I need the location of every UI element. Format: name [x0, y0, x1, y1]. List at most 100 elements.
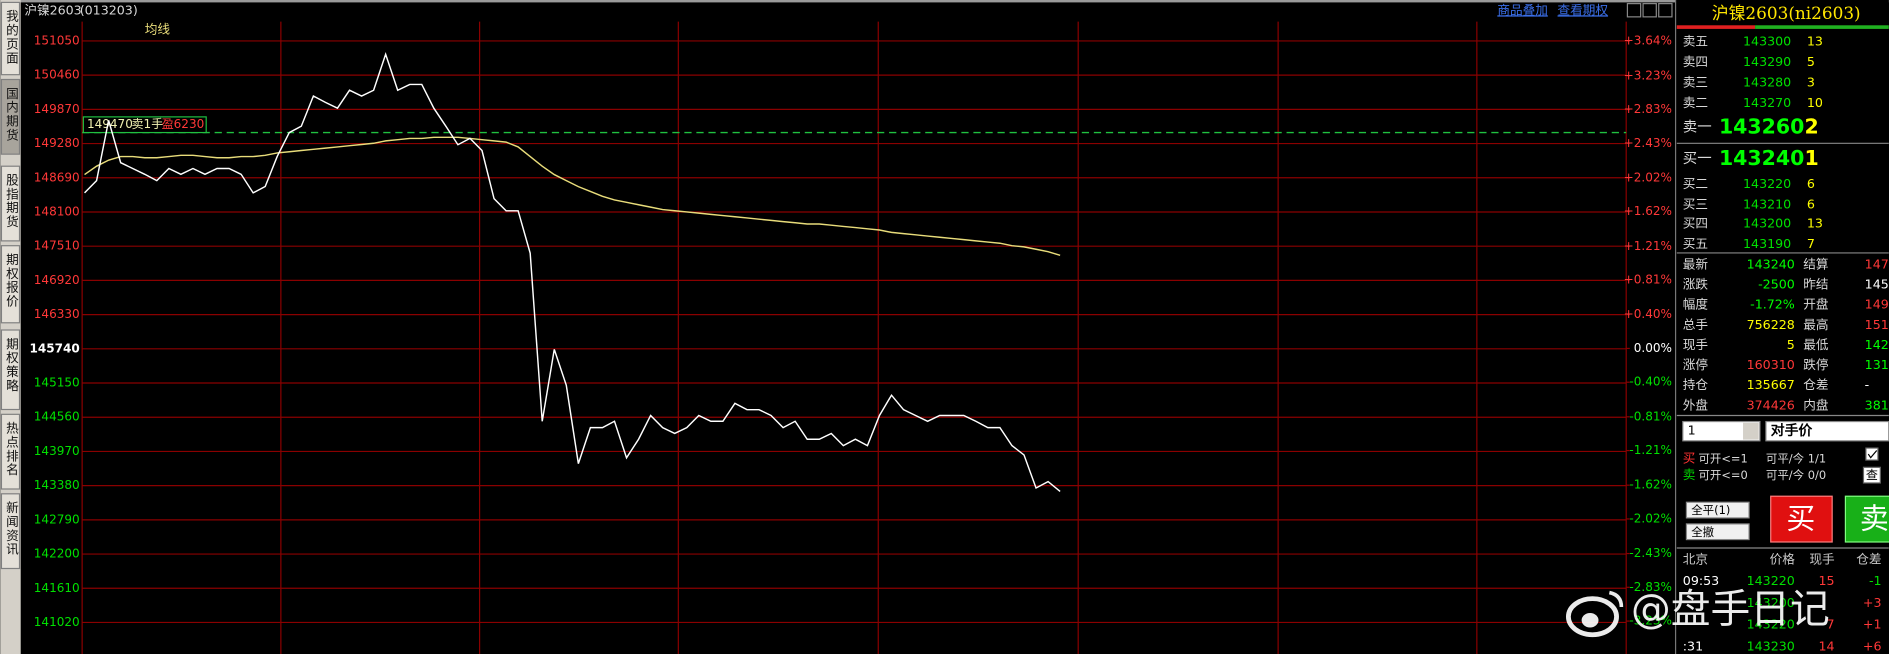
title-bar: [1676, 25, 1756, 29]
trade-header: 价格: [1770, 552, 1796, 567]
y-tick-label: 144560: [34, 410, 80, 424]
buy-button[interactable]: [1770, 495, 1833, 543]
stat-label: 开盘: [1803, 297, 1829, 312]
side-tab-label: 期权策略: [4, 337, 19, 392]
book-price: 143260: [1719, 115, 1804, 139]
sell-button-label: 卖: [1860, 501, 1889, 535]
trade-volume: 14: [1818, 638, 1834, 653]
watermark-logo: [1581, 613, 1599, 628]
watermark-logo: [1565, 596, 1619, 638]
price-type: 对手价: [1771, 422, 1813, 439]
y-tick-label: 141610: [34, 581, 80, 595]
side-tab-label: 热点排名: [4, 422, 19, 477]
quantity-input[interactable]: [1682, 420, 1761, 442]
overlay-link[interactable]: 商品叠加: [1497, 2, 1548, 17]
window-button[interactable]: [1626, 3, 1642, 18]
book-volume: 13: [1807, 34, 1823, 49]
stat-label: 涨停: [1683, 357, 1708, 372]
sell-side: 卖: [1683, 467, 1696, 482]
window-button[interactable]: [1642, 3, 1657, 18]
y2-tick-label: -2.43%: [1629, 546, 1672, 560]
options-link[interactable]: 查看期权: [1558, 2, 1609, 17]
stat-value: 145: [1865, 277, 1889, 292]
stat-label: 仓差: [1803, 377, 1828, 392]
watermark-text: @盘手日记: [1631, 586, 1830, 632]
y-tick-label: 145150: [34, 376, 80, 390]
book-price: 143270: [1743, 95, 1791, 110]
book-volume: 1: [1804, 146, 1818, 170]
trade-header: 仓差: [1856, 552, 1881, 567]
query-label: 查: [1866, 468, 1878, 482]
book-price: 143200: [1743, 216, 1791, 231]
cancel-all-label: 全撤: [1691, 525, 1714, 539]
stat-label: 结算: [1803, 256, 1828, 271]
stat-label: 现手: [1683, 337, 1709, 352]
stat-value: 149: [1865, 297, 1889, 312]
title-bar: [1755, 25, 1889, 29]
cancel-all-button[interactable]: [1685, 523, 1750, 541]
y-tick-label: 149870: [34, 102, 80, 116]
y-tick-label: 150460: [34, 68, 80, 82]
y2-tick-label: -2.02%: [1629, 511, 1672, 525]
sell-button[interactable]: [1844, 495, 1889, 543]
stat-value: 756228: [1747, 317, 1795, 332]
side-tab[interactable]: [0, 165, 21, 242]
side-tab-strip: [0, 0, 21, 654]
book-label: 卖五: [1683, 34, 1708, 49]
trade-price: 143230: [1747, 638, 1795, 653]
stat-label: 外盘: [1683, 397, 1709, 412]
checkbox[interactable]: [1865, 447, 1879, 461]
trade-change: -1: [1869, 573, 1882, 588]
y2-tick-label: -1.62%: [1629, 478, 1672, 492]
y2-tick-label: -0.40%: [1629, 375, 1672, 389]
trade-change: +3: [1863, 595, 1882, 610]
book-volume: 3: [1807, 75, 1815, 90]
side-tab[interactable]: [0, 1, 21, 76]
watermark: @盘手日记: [1565, 586, 1830, 638]
book-volume: 2: [1804, 115, 1818, 139]
side-tab-label: 股指期货: [4, 173, 19, 228]
stat-value: -2500: [1758, 277, 1795, 292]
trade-header: 现手: [1809, 552, 1835, 567]
side-tab[interactable]: [0, 78, 21, 155]
side-tab[interactable]: [0, 493, 21, 570]
side-tab[interactable]: [0, 245, 21, 324]
ma-label: 均线: [145, 22, 171, 37]
stat-value: 5: [1787, 337, 1795, 352]
y-tick-label: 143380: [34, 478, 80, 492]
stat-label: 跌停: [1803, 357, 1828, 372]
stat-value: 143240: [1747, 256, 1795, 271]
side-tab[interactable]: [0, 413, 21, 490]
y-tick-label: 143970: [34, 444, 80, 458]
stat-value: -: [1865, 377, 1870, 392]
book-price: 143220: [1743, 176, 1791, 191]
y-tick-label: 148690: [34, 170, 80, 184]
side-tab-label: 我的页面: [4, 10, 19, 65]
close-all-label: 全平(1): [1691, 503, 1730, 517]
side-tab[interactable]: [0, 329, 21, 411]
stat-value: 381: [1865, 397, 1889, 412]
stat-value: 131: [1865, 357, 1889, 372]
book-price: 143300: [1743, 34, 1791, 49]
book-label: 卖三: [1683, 75, 1708, 90]
stat-label: 最新: [1683, 256, 1709, 271]
buy-side: 买: [1683, 450, 1696, 465]
stat-value: 374426: [1747, 397, 1795, 412]
y-tick-label: 149280: [34, 136, 80, 150]
close-all-button[interactable]: [1685, 501, 1750, 519]
symbol: 沪镍2603: [24, 2, 81, 17]
order-tag: [82, 116, 207, 134]
y2-tick-label: -2.83%: [1629, 580, 1672, 594]
window-button[interactable]: [1658, 3, 1673, 18]
stat-value: 135667: [1747, 377, 1795, 392]
book-price: 143210: [1743, 196, 1791, 211]
query-button[interactable]: [1862, 466, 1881, 484]
book-volume: 13: [1807, 216, 1823, 231]
book-label: 卖二: [1683, 95, 1708, 110]
y2-tick-label: +1.21%: [1624, 239, 1672, 253]
spinner[interactable]: [1743, 422, 1759, 440]
